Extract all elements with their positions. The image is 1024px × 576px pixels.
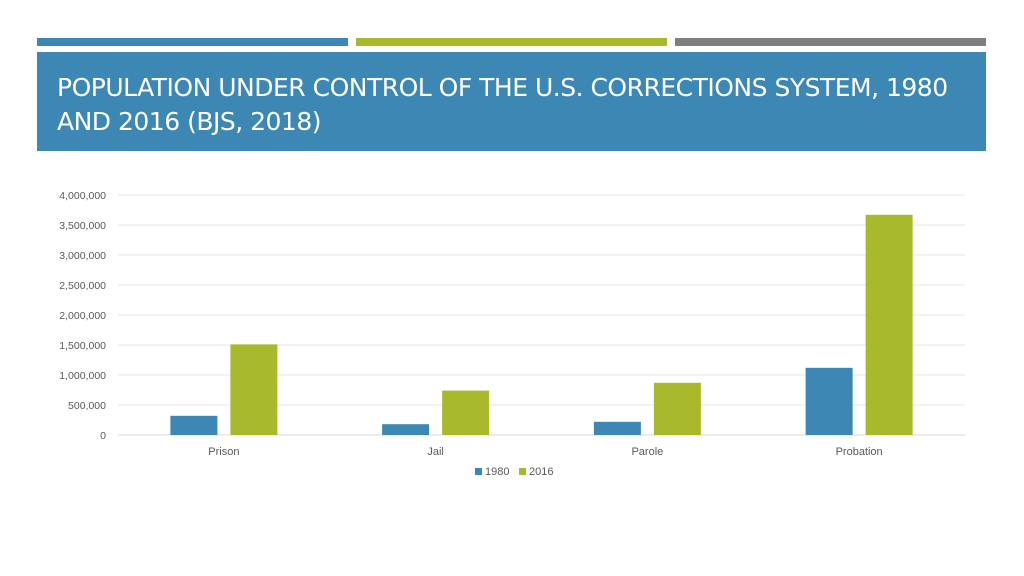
x-category-label: Jail: [427, 446, 444, 458]
bar-2016-jail: [442, 390, 490, 435]
y-tick-label: 1,500,000: [59, 340, 106, 352]
bar-2016-probation: [865, 214, 913, 435]
y-tick-label: 0: [100, 430, 106, 442]
accent-bar-blue: [37, 38, 348, 46]
legend-label: 2016: [529, 466, 553, 478]
x-category-label: Prison: [208, 446, 239, 458]
y-tick-label: 4,000,000: [59, 190, 106, 202]
legend-swatch-1980: [475, 468, 482, 475]
legend-label: 1980: [485, 466, 509, 478]
title-band: POPULATION UNDER CONTROL OF THE U.S. COR…: [37, 52, 986, 151]
y-tick-label: 2,500,000: [59, 280, 106, 292]
bar-2016-parole: [653, 382, 701, 435]
y-tick-label: 3,000,000: [59, 250, 106, 262]
accent-bar-gray: [675, 38, 986, 46]
x-category-label: Probation: [836, 446, 883, 458]
bar-1980-parole: [593, 421, 641, 435]
y-tick-label: 3,500,000: [59, 220, 106, 232]
y-tick-label: 500,000: [68, 400, 106, 412]
bar-2016-prison: [230, 344, 278, 435]
bar-chart: 0 500,000 1,000,000 1,500,000 2,000,000 2,500…: [0, 170, 1024, 500]
bar-1980-probation: [805, 367, 853, 435]
bar-1980-prison: [170, 415, 218, 435]
chart-svg: 0 500,000 1,000,000 1,500,000 2,000,000 2,500…: [59, 190, 965, 478]
slide-title: POPULATION UNDER CONTROL OF THE U.S. COR…: [57, 73, 948, 136]
y-tick-label: 2,000,000: [59, 310, 106, 322]
accent-bar-green: [356, 38, 667, 46]
bar-1980-jail: [382, 424, 430, 435]
x-category-label: Parole: [631, 446, 663, 458]
legend-swatch-2016: [519, 468, 526, 475]
y-tick-label: 1,000,000: [59, 370, 106, 382]
